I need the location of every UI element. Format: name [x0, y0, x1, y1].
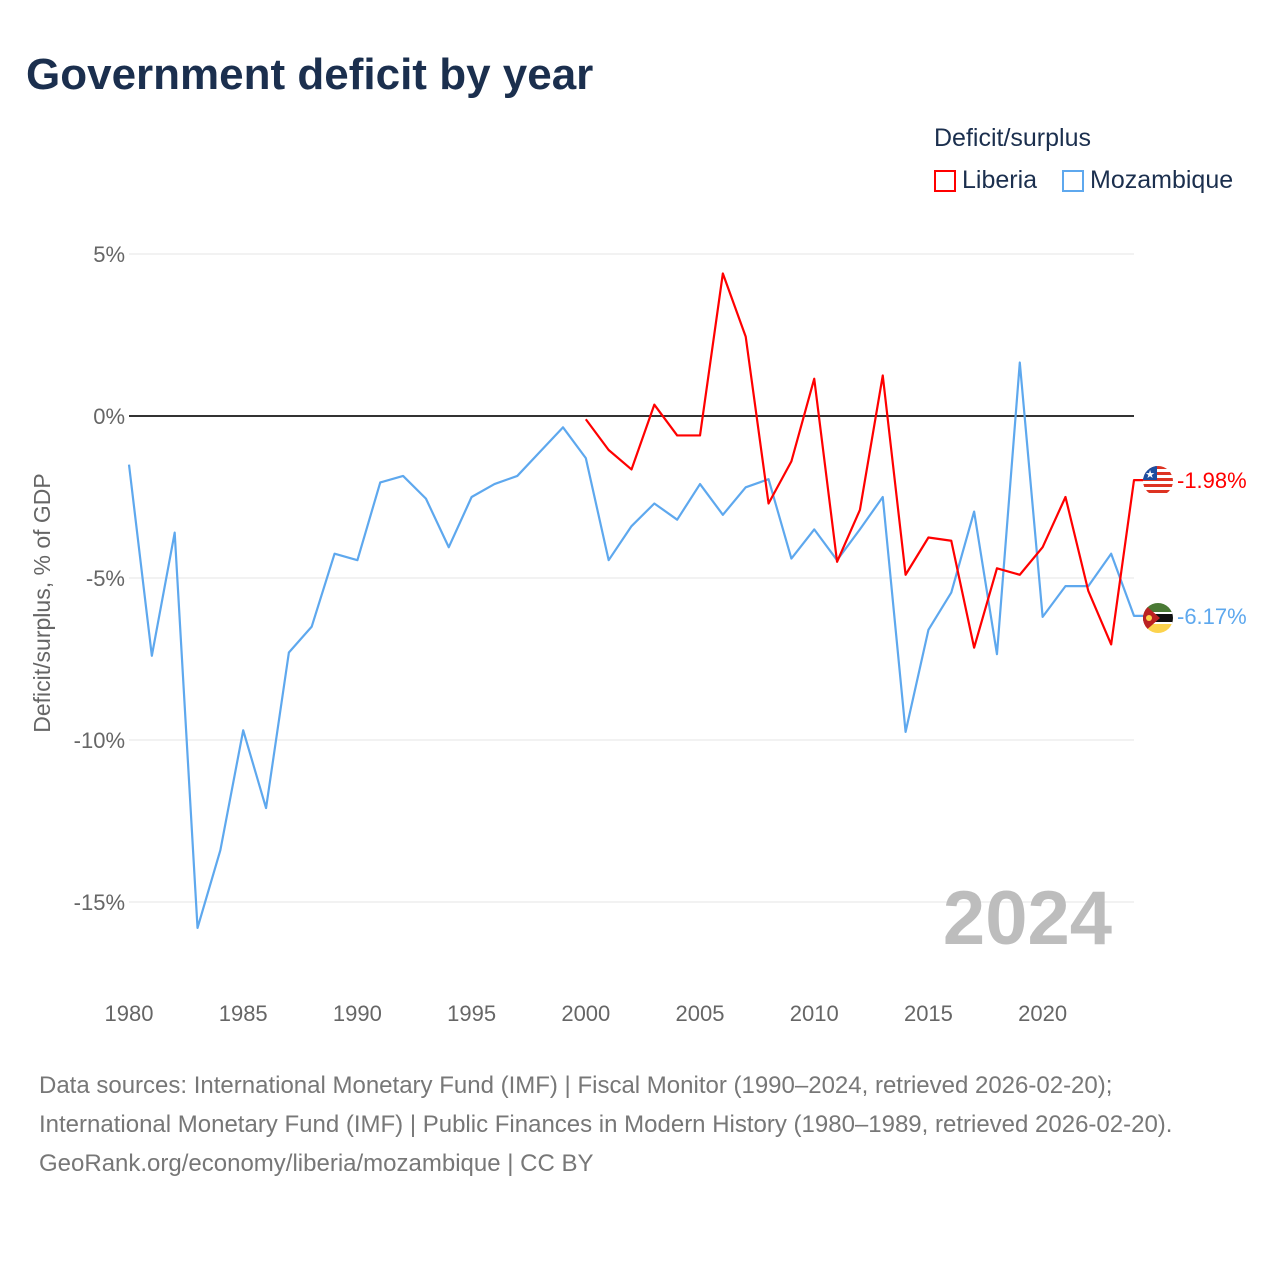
legend-swatch-liberia — [934, 169, 956, 192]
legend-title: Deficit/surplus — [934, 124, 1091, 152]
x-tick-label: 2015 — [904, 1001, 953, 1026]
footer: Data sources: International Monetary Fun… — [39, 1066, 1239, 1183]
x-tick-label: 2020 — [1018, 1001, 1067, 1026]
legend-label: Mozambique — [1090, 166, 1234, 194]
y-tick-label: -5% — [86, 566, 125, 591]
chart-title: Government deficit by year — [26, 50, 594, 99]
series-line-mozambique — [127, 361, 1143, 930]
legend-item-liberia[interactable]: Liberia — [934, 166, 1037, 195]
x-tick-label: 1995 — [447, 1001, 496, 1026]
x-tick-label: 1980 — [105, 1001, 154, 1026]
x-tick-label: 2010 — [790, 1001, 839, 1026]
x-tick-label: 2005 — [676, 1001, 725, 1026]
end-value-label-liberia: -1.98% — [1177, 468, 1247, 493]
y-axis-label: Deficit/surplus, % of GDP — [29, 473, 55, 732]
y-tick-label: -15% — [74, 890, 125, 915]
x-tick-label: 1990 — [333, 1001, 382, 1026]
y-tick-label: 5% — [93, 242, 125, 267]
credit-link[interactable]: GeoRank.org/economy/liberia/mozambique |… — [39, 1150, 594, 1177]
data-sources: Data sources: International Monetary Fun… — [39, 1072, 1173, 1138]
series-line-liberia — [584, 272, 1143, 649]
y-tick-label: -10% — [74, 728, 125, 753]
legend-swatch-mozambique — [1062, 169, 1084, 192]
legend-item-mozambique[interactable]: Mozambique — [1062, 166, 1233, 195]
liberia-flag-icon: ★ — [1143, 466, 1173, 496]
mozambique-flag-icon — [1143, 603, 1173, 633]
end-value-label-mozambique: -6.17% — [1177, 604, 1247, 629]
x-tick-label: 1985 — [219, 1001, 268, 1026]
y-tick-label: 0% — [93, 404, 125, 429]
svg-text:★: ★ — [1145, 469, 1155, 481]
legend-label: Liberia — [962, 166, 1038, 194]
year-watermark: 2024 — [943, 876, 1112, 961]
x-tick-label: 2000 — [561, 1001, 610, 1026]
line-chart: 5% 0% -5% -10% -15% 1980 1985 1990 1995 2000 2005 2… — [29, 242, 1247, 1026]
